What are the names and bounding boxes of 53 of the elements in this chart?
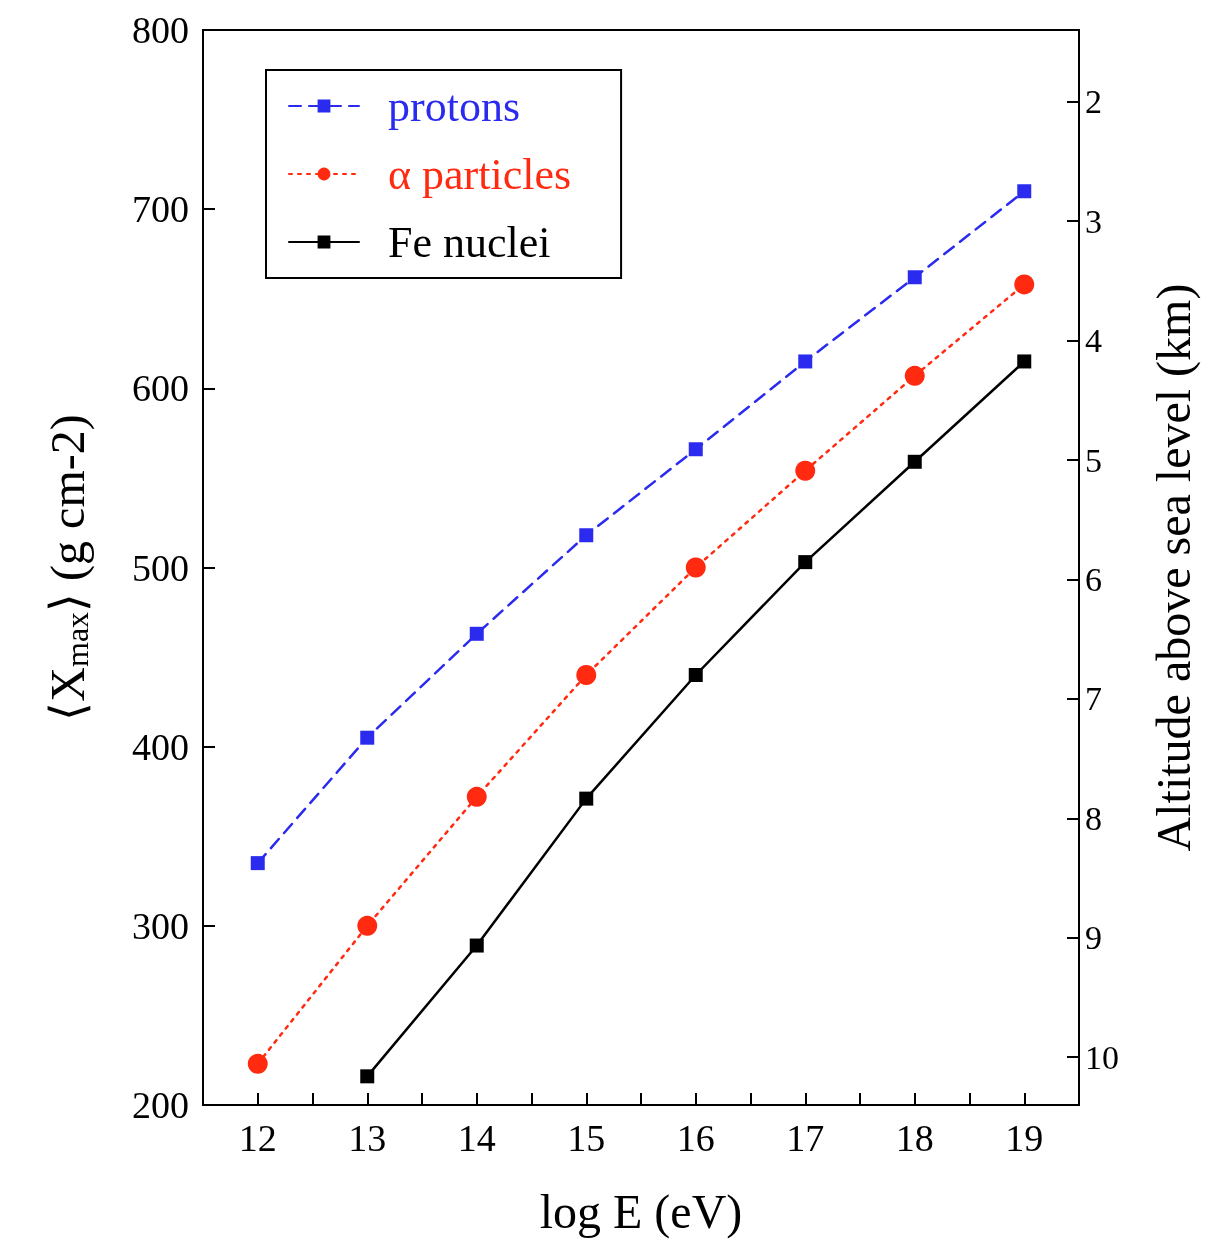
x-tick-label: 19: [1005, 1117, 1044, 1159]
x-axis-title: log E (eV): [539, 1184, 743, 1239]
point: [579, 528, 594, 543]
y-tick-label: 600: [132, 367, 189, 410]
point: [1017, 354, 1032, 369]
point: [685, 557, 706, 578]
y2-tick-label: 10: [1085, 1038, 1119, 1076]
y2-tick-label: 3: [1085, 202, 1102, 240]
point: [360, 730, 375, 745]
y-tick-label: 700: [132, 188, 189, 231]
y-tick-label: 800: [132, 9, 189, 51]
y2-axis-title: Altitude above sea level (km): [1146, 283, 1201, 852]
point: [250, 856, 265, 871]
x-tick-label: 14: [457, 1117, 496, 1159]
point: [795, 460, 816, 481]
y-tick-label: 300: [132, 904, 189, 947]
legend-label: protons: [388, 81, 520, 131]
x-tick-label: 12: [238, 1117, 277, 1159]
y-axis-title: ⟨Xmax⟩ (g cm-2): [40, 414, 95, 721]
point: [907, 454, 922, 469]
point: [466, 786, 487, 807]
point: [357, 915, 378, 936]
point: [576, 665, 597, 685]
point: [579, 791, 594, 806]
point: [798, 555, 813, 570]
x-tick-label: 15: [567, 1117, 606, 1159]
x-tick-label: 16: [676, 1117, 715, 1159]
y2-tick-label: 4: [1085, 322, 1102, 360]
legend-label: α particles: [388, 149, 572, 199]
point: [469, 626, 484, 641]
y-tick-label: 200: [132, 1084, 189, 1126]
point: [904, 365, 925, 386]
y2-tick-label: 7: [1085, 680, 1102, 718]
point: [688, 668, 703, 682]
legend-label: Fe nuclei: [388, 217, 551, 267]
y2-tick-label: 9: [1085, 919, 1102, 957]
x-tick-label: 18: [895, 1117, 934, 1159]
point: [247, 1053, 268, 1074]
y-tick-label: 400: [132, 725, 189, 768]
point: [907, 270, 922, 285]
point: [798, 354, 813, 369]
point: [1017, 184, 1032, 199]
y2-tick-label: 5: [1085, 441, 1102, 479]
y-tick-label: 500: [132, 546, 189, 589]
point: [1014, 274, 1035, 295]
point: [360, 1069, 375, 1084]
x-tick-label: 13: [348, 1117, 387, 1159]
y2-tick-label: 6: [1085, 560, 1102, 598]
y2-tick-label: 2: [1085, 83, 1102, 121]
point: [688, 442, 703, 457]
point: [469, 938, 484, 953]
y2-tick-label: 8: [1085, 799, 1102, 837]
x-tick-label: 17: [786, 1117, 825, 1159]
